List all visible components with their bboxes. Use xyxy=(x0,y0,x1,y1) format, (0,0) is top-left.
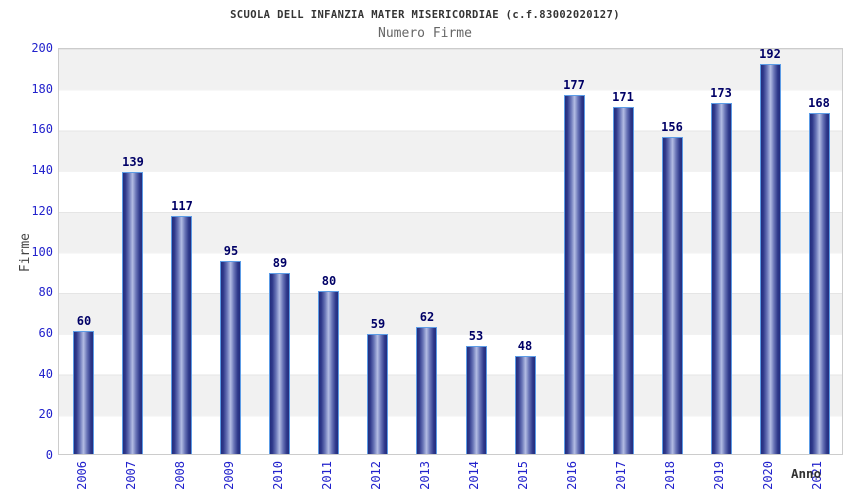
bar-value-label: 139 xyxy=(122,155,144,169)
chart-subtitle: Numero Firme xyxy=(378,26,472,41)
bar-2008 xyxy=(171,216,192,454)
x-tick-label-2008: 2008 xyxy=(173,461,187,490)
y-tick-label: 80 xyxy=(38,285,53,300)
y-tick-label: 0 xyxy=(45,448,53,462)
bar-2015 xyxy=(515,356,536,454)
bar-value-label: 95 xyxy=(223,244,239,258)
bar-2019 xyxy=(711,103,732,454)
x-tick-label-2016: 2016 xyxy=(565,461,579,490)
bar-2018 xyxy=(662,137,683,454)
y-tick-label: 100 xyxy=(31,244,53,259)
bar-value-label: 171 xyxy=(612,90,634,104)
x-tick-label-2017: 2017 xyxy=(614,461,628,490)
bar-value-label: 156 xyxy=(661,120,683,134)
bar-value-label: 80 xyxy=(321,274,337,288)
bar-value-label: 177 xyxy=(563,78,585,92)
bar-2014 xyxy=(466,346,487,454)
x-tick-label-2013: 2013 xyxy=(418,461,432,490)
bar-value-label: 89 xyxy=(272,256,288,270)
bar-2013 xyxy=(416,327,437,454)
y-tick-label: 40 xyxy=(38,366,53,381)
bar-value-label: 168 xyxy=(808,96,830,110)
y-tick-label: 180 xyxy=(31,81,53,96)
bar-value-label: 192 xyxy=(759,47,781,61)
x-tick-label-2011: 2011 xyxy=(320,461,334,490)
y-tick-label: 20 xyxy=(38,407,53,422)
bar-2012 xyxy=(367,334,388,454)
bar-value-label: 59 xyxy=(370,317,386,331)
bar-2010 xyxy=(269,273,290,454)
bar-value-label: 48 xyxy=(517,339,533,353)
chart-title: SCUOLA DELL INFANZIA MATER MISERICORDIAE… xyxy=(230,9,620,21)
bar-2016 xyxy=(564,95,585,454)
x-tick-label-2009: 2009 xyxy=(222,461,236,490)
bar-2020 xyxy=(760,64,781,454)
bar-2007 xyxy=(122,172,143,454)
x-tick-label-2012: 2012 xyxy=(369,461,383,490)
x-tick-label-2010: 2010 xyxy=(271,461,285,490)
bar-2006 xyxy=(73,331,94,454)
x-tick-label-2014: 2014 xyxy=(467,461,481,490)
y-tick-label: 160 xyxy=(31,122,53,137)
x-tick-label-2018: 2018 xyxy=(663,461,677,490)
x-tick-label-2020: 2020 xyxy=(761,461,775,490)
bar-2017 xyxy=(613,107,634,454)
bar-2021 xyxy=(809,113,830,454)
bar-2009 xyxy=(220,261,241,454)
bar-value-label: 60 xyxy=(76,314,92,328)
x-tick-label-2006: 2006 xyxy=(75,461,89,490)
y-tick-label: 60 xyxy=(38,325,53,340)
x-tick-label-2019: 2019 xyxy=(712,461,726,490)
bar-value-label: 173 xyxy=(710,86,732,100)
y-tick-label: 200 xyxy=(31,41,53,55)
plot-area: 60 139 117 95 89 80 59 62 53 48 177 171 156 173 192 168 xyxy=(58,48,843,455)
x-tick-label-2015: 2015 xyxy=(516,461,530,490)
bar-value-label: 62 xyxy=(419,310,435,324)
bar-2011 xyxy=(318,291,339,454)
bar-value-label: 53 xyxy=(468,329,484,343)
y-tick-label: 120 xyxy=(31,203,53,218)
x-tick-label-2007: 2007 xyxy=(124,461,138,490)
x-axis-title: Anno xyxy=(791,466,822,481)
bar-value-label: 117 xyxy=(171,199,193,213)
y-tick-label: 140 xyxy=(31,163,53,178)
